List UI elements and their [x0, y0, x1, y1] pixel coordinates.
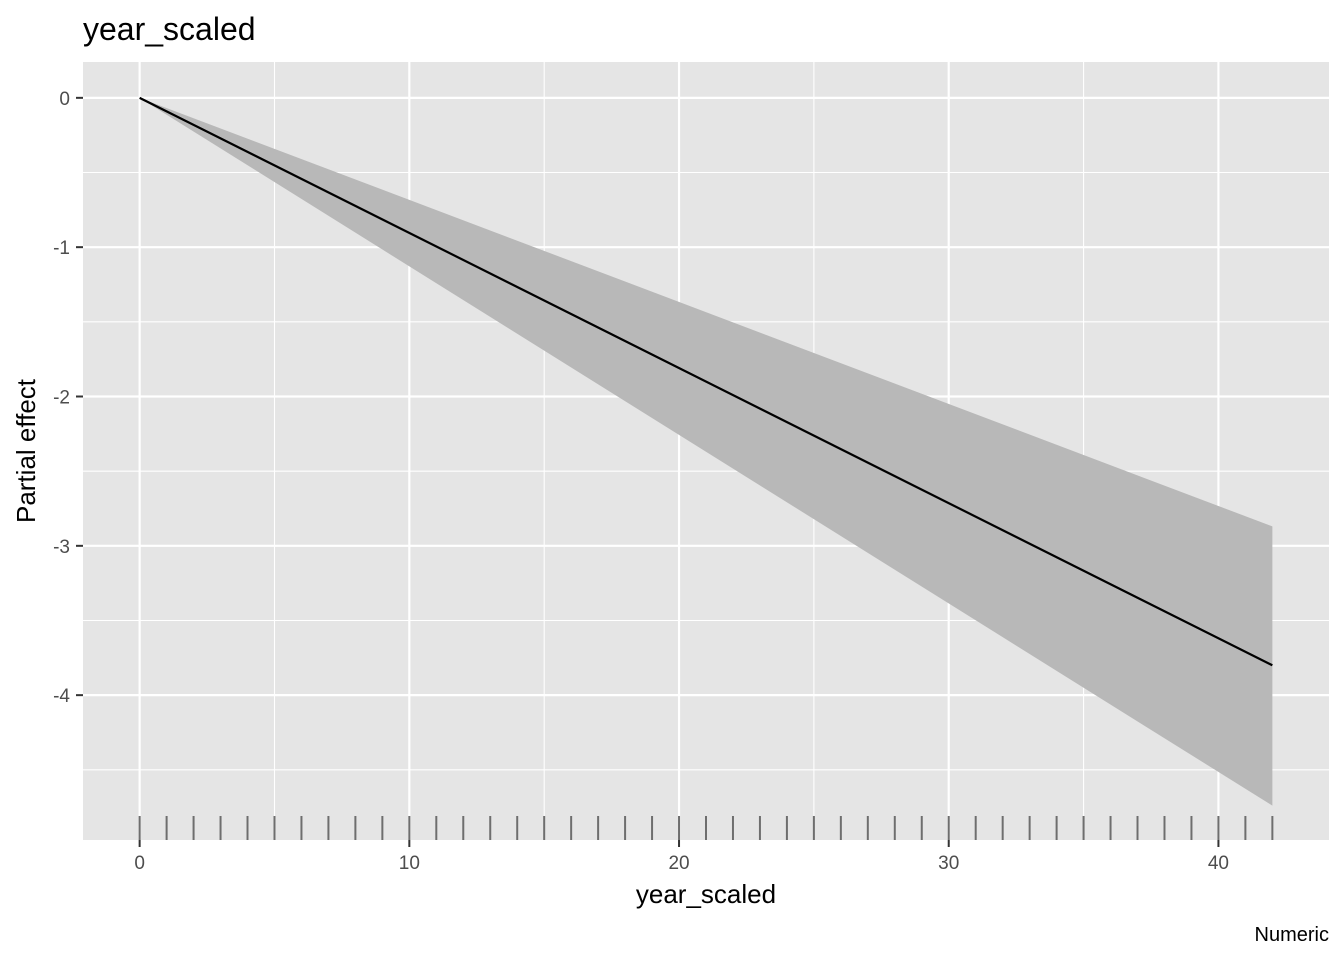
- y-tick-label: -3: [53, 537, 70, 558]
- effect-line-layer: [139, 96, 1273, 667]
- chart-title: year_scaled: [83, 11, 256, 47]
- chart-caption: Numeric: [1255, 924, 1329, 946]
- confidence-band-layer: [139, 97, 1273, 806]
- y-tick-label: 0: [59, 89, 70, 110]
- y-tick-label: -4: [53, 686, 70, 707]
- y-axis: 0 -1 -2 -3 -4: [53, 89, 83, 707]
- y-tick-label: -2: [53, 387, 70, 408]
- x-axis: 0 10 20 30 40: [134, 840, 1229, 874]
- x-tick-label: 40: [1208, 853, 1229, 874]
- y-axis-title: Partial effect: [11, 378, 41, 523]
- x-axis-title: year_scaled: [636, 879, 776, 909]
- x-tick-label: 0: [134, 853, 145, 874]
- confidence-band: [139, 97, 1273, 806]
- x-tick-label: 10: [399, 853, 420, 874]
- y-tick-label: -1: [53, 238, 70, 259]
- x-tick-label: 30: [938, 853, 959, 874]
- effect-line: [139, 96, 1273, 667]
- x-tick-label: 20: [668, 853, 689, 874]
- rug-layer: [138, 816, 1274, 840]
